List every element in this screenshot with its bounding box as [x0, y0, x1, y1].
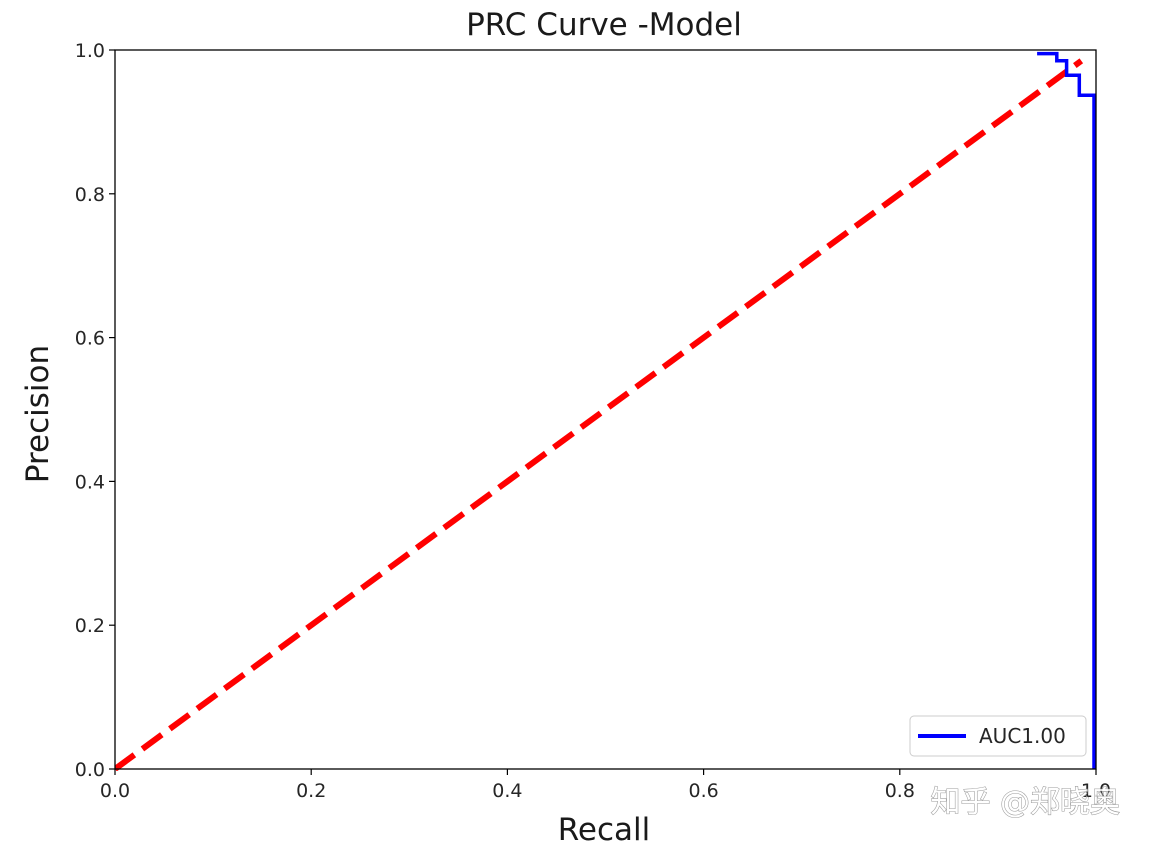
series-layer: [115, 51, 1096, 771]
y-tick-label: 1.0: [75, 40, 105, 62]
legend: AUC1.00: [909, 715, 1087, 757]
x-tick-label: 0.6: [688, 780, 718, 802]
x-axis-title: Recall: [558, 812, 651, 848]
watermark-text: 知乎 @郑晓奥: [930, 785, 1120, 820]
y-tick-label: 0.6: [75, 328, 105, 350]
y-tick-label: 0.0: [75, 759, 105, 781]
x-tick-label: 0.0: [100, 780, 130, 802]
y-axis-title: Precision: [20, 345, 56, 483]
y-tick-label: 0.8: [75, 184, 105, 206]
x-tick-label: 1.0: [1081, 780, 1111, 802]
chart-title: PRC Curve -Model: [466, 7, 742, 43]
x-tick-label: 0.4: [492, 780, 522, 802]
prc-step-line: [1037, 51, 1096, 769]
legend-label-auc: AUC1.00: [979, 724, 1066, 748]
y-tick-label: 0.2: [75, 615, 105, 637]
baseline-dashed-line: [115, 58, 1084, 771]
x-tick-label: 0.8: [885, 780, 915, 802]
y-tick-label: 0.4: [75, 471, 105, 493]
plot-frame: [114, 49, 1097, 770]
legend-box: [909, 715, 1087, 757]
x-tick-label: 0.2: [296, 780, 326, 802]
ticks-layer: 0.0 0.2 0.4 0.6 0.8 1.0 0.0 0.2 0.4 0.6 0.8 1.0: [75, 40, 1111, 802]
